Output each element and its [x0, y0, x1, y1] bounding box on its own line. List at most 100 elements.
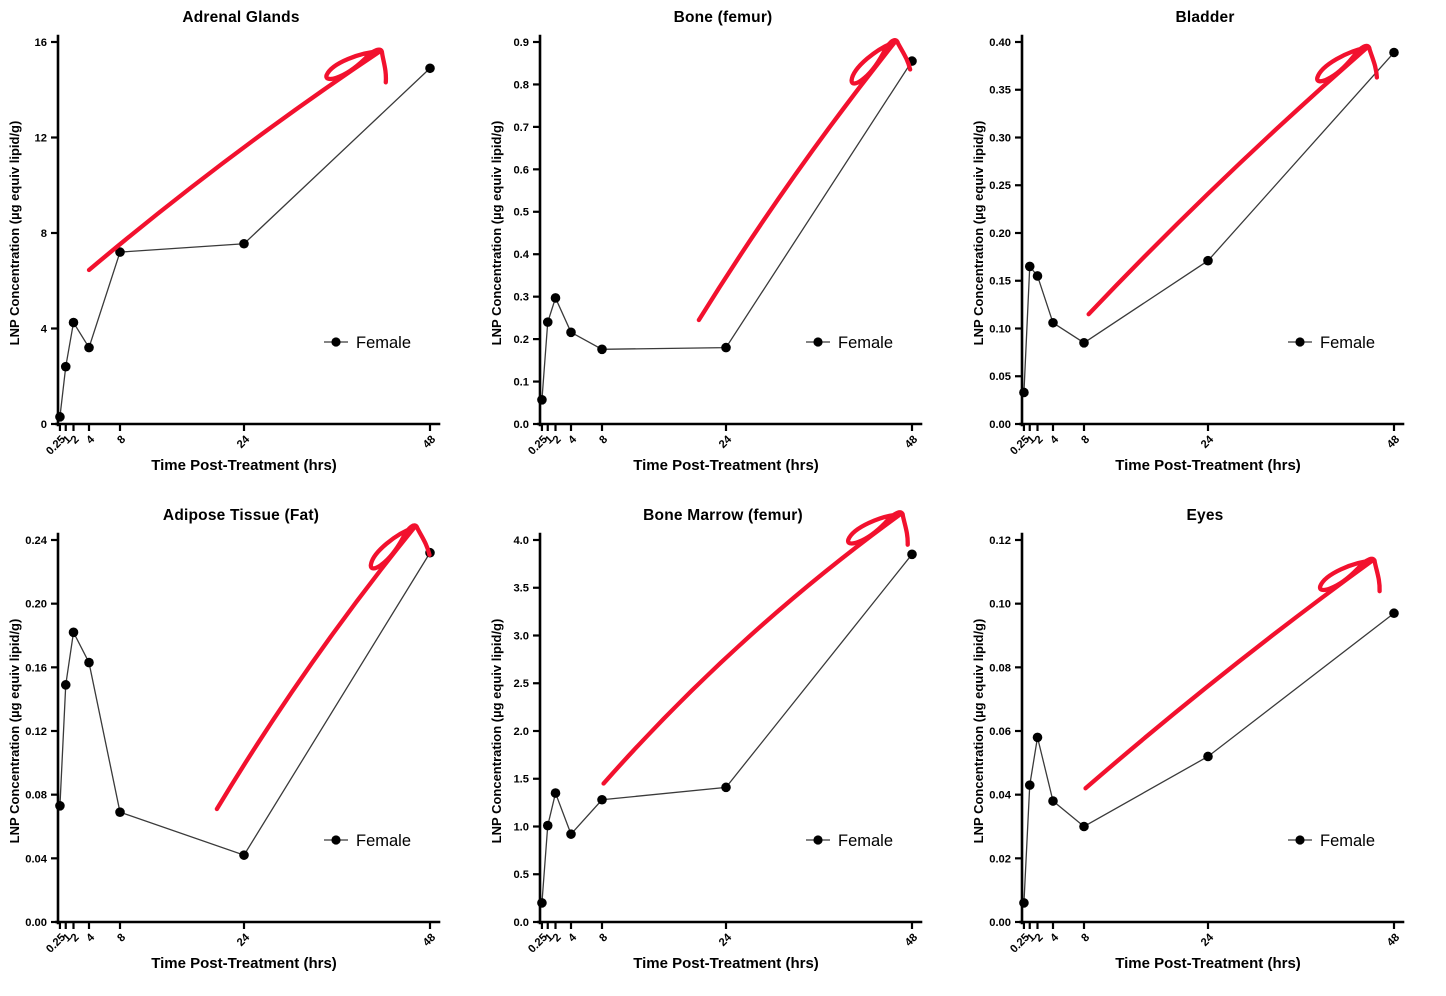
legend: Female: [324, 334, 411, 352]
data-point: [542, 317, 553, 327]
svg-text:48: 48: [903, 434, 920, 451]
x-axis-label: Time Post-Treatment (hrs): [151, 955, 337, 972]
data-series: [537, 549, 917, 908]
y-axis-label: LNP Concentration (µg equiv lipid/g): [971, 619, 986, 844]
data-point: [115, 807, 125, 817]
data-point: [1019, 898, 1029, 908]
svg-text:0.24: 0.24: [25, 535, 48, 547]
x-axis-label: Time Post-Treatment (hrs): [633, 955, 819, 972]
data-point: [60, 361, 71, 372]
svg-text:4: 4: [84, 931, 97, 944]
svg-text:0.10: 0.10: [989, 323, 1011, 335]
legend: Female: [324, 832, 411, 850]
axis-ticks: [533, 538, 914, 929]
svg-text:0.5: 0.5: [513, 869, 529, 881]
svg-text:0.04: 0.04: [25, 853, 48, 865]
legend-label: Female: [356, 832, 411, 850]
svg-text:48: 48: [421, 434, 438, 451]
svg-text:1.0: 1.0: [513, 821, 529, 833]
svg-text:0: 0: [41, 419, 47, 431]
data-point: [1079, 338, 1089, 348]
chart-title: Eyes: [1186, 507, 1224, 524]
data-point: [84, 657, 94, 668]
svg-text:24: 24: [717, 931, 735, 949]
arrow-shaft: [86, 49, 382, 273]
axes: [537, 34, 923, 427]
svg-text:3.0: 3.0: [513, 630, 529, 642]
data-point: [721, 342, 731, 353]
legend-marker: [331, 835, 341, 845]
legend: Female: [806, 334, 893, 352]
data-point: [1389, 47, 1399, 58]
legend: Female: [806, 832, 893, 850]
annotation-arrow: [214, 523, 432, 812]
data-point: [68, 317, 79, 328]
svg-text:48: 48: [1385, 434, 1402, 451]
y-tick-labels: 0.00 0.04 0.08 0.12 0.16 0.20 0.24: [25, 535, 48, 929]
data-point: [1032, 271, 1043, 281]
data-point: [1019, 387, 1029, 398]
svg-text:0.35: 0.35: [989, 85, 1011, 97]
data-point: [550, 293, 561, 303]
svg-text:0.20: 0.20: [989, 228, 1011, 240]
svg-text:0.00: 0.00: [25, 917, 47, 929]
svg-text:0.12: 0.12: [989, 535, 1011, 547]
svg-text:4.0: 4.0: [513, 535, 529, 547]
legend-marker: [1295, 835, 1305, 845]
legend-marker: [1295, 337, 1305, 347]
data-point: [550, 788, 561, 798]
data-point: [597, 344, 607, 355]
arrow-shaft: [1086, 45, 1370, 317]
axes: [55, 532, 441, 925]
svg-text:16: 16: [35, 37, 47, 49]
svg-text:48: 48: [421, 932, 438, 949]
data-point: [597, 794, 607, 805]
svg-text:24: 24: [1199, 931, 1217, 949]
annotation-arrow: [696, 38, 913, 323]
svg-text:24: 24: [1199, 433, 1217, 451]
svg-text:0.1: 0.1: [513, 376, 529, 388]
chart-title: Adrenal Glands: [182, 9, 300, 26]
y-tick-labels: 0.0 0.1 0.2 0.3 0.4 0.5 0.6 0.7 0.8 0.9: [513, 37, 529, 431]
arrow-head: [1315, 43, 1380, 84]
data-point: [566, 327, 576, 338]
arrow-head: [324, 47, 389, 85]
data-point: [566, 829, 576, 839]
y-axis-label: LNP Concentration (µg equiv lipid/g): [489, 121, 504, 346]
data-point: [721, 782, 731, 793]
svg-text:0.7: 0.7: [513, 122, 529, 134]
svg-text:4: 4: [1048, 433, 1061, 446]
svg-text:24: 24: [235, 433, 253, 451]
arrow-shaft: [696, 39, 898, 323]
svg-text:0.0: 0.0: [513, 419, 529, 431]
data-point: [1203, 751, 1213, 762]
data-point: [1203, 255, 1213, 266]
svg-text:4: 4: [84, 433, 97, 446]
svg-text:8: 8: [115, 434, 128, 447]
data-point: [1389, 608, 1399, 619]
svg-text:0.06: 0.06: [989, 726, 1011, 738]
chart-panel-bone-marrow: Bone Marrow (femur) 0.0 0.5 1.0 1.5 2.0 2.5 3.…: [482, 498, 964, 996]
y-axis-label: LNP Concentration (µg equiv lipid/g): [971, 121, 986, 346]
data-point: [115, 247, 125, 257]
arrow-head: [368, 523, 432, 571]
annotation-arrow: [601, 510, 910, 786]
y-tick-labels: 0 4 8 12 16: [35, 37, 48, 431]
arrow-head: [849, 38, 913, 86]
axes: [1019, 532, 1405, 925]
axes: [1019, 34, 1405, 427]
chart-title: Bladder: [1175, 9, 1235, 26]
axis-ticks: [51, 538, 432, 929]
annotation-arrow: [1086, 43, 1380, 317]
y-axis-label: LNP Concentration (µg equiv lipid/g): [489, 619, 504, 844]
data-point: [1032, 732, 1043, 743]
data-point: [55, 801, 65, 811]
data-point: [68, 627, 79, 638]
